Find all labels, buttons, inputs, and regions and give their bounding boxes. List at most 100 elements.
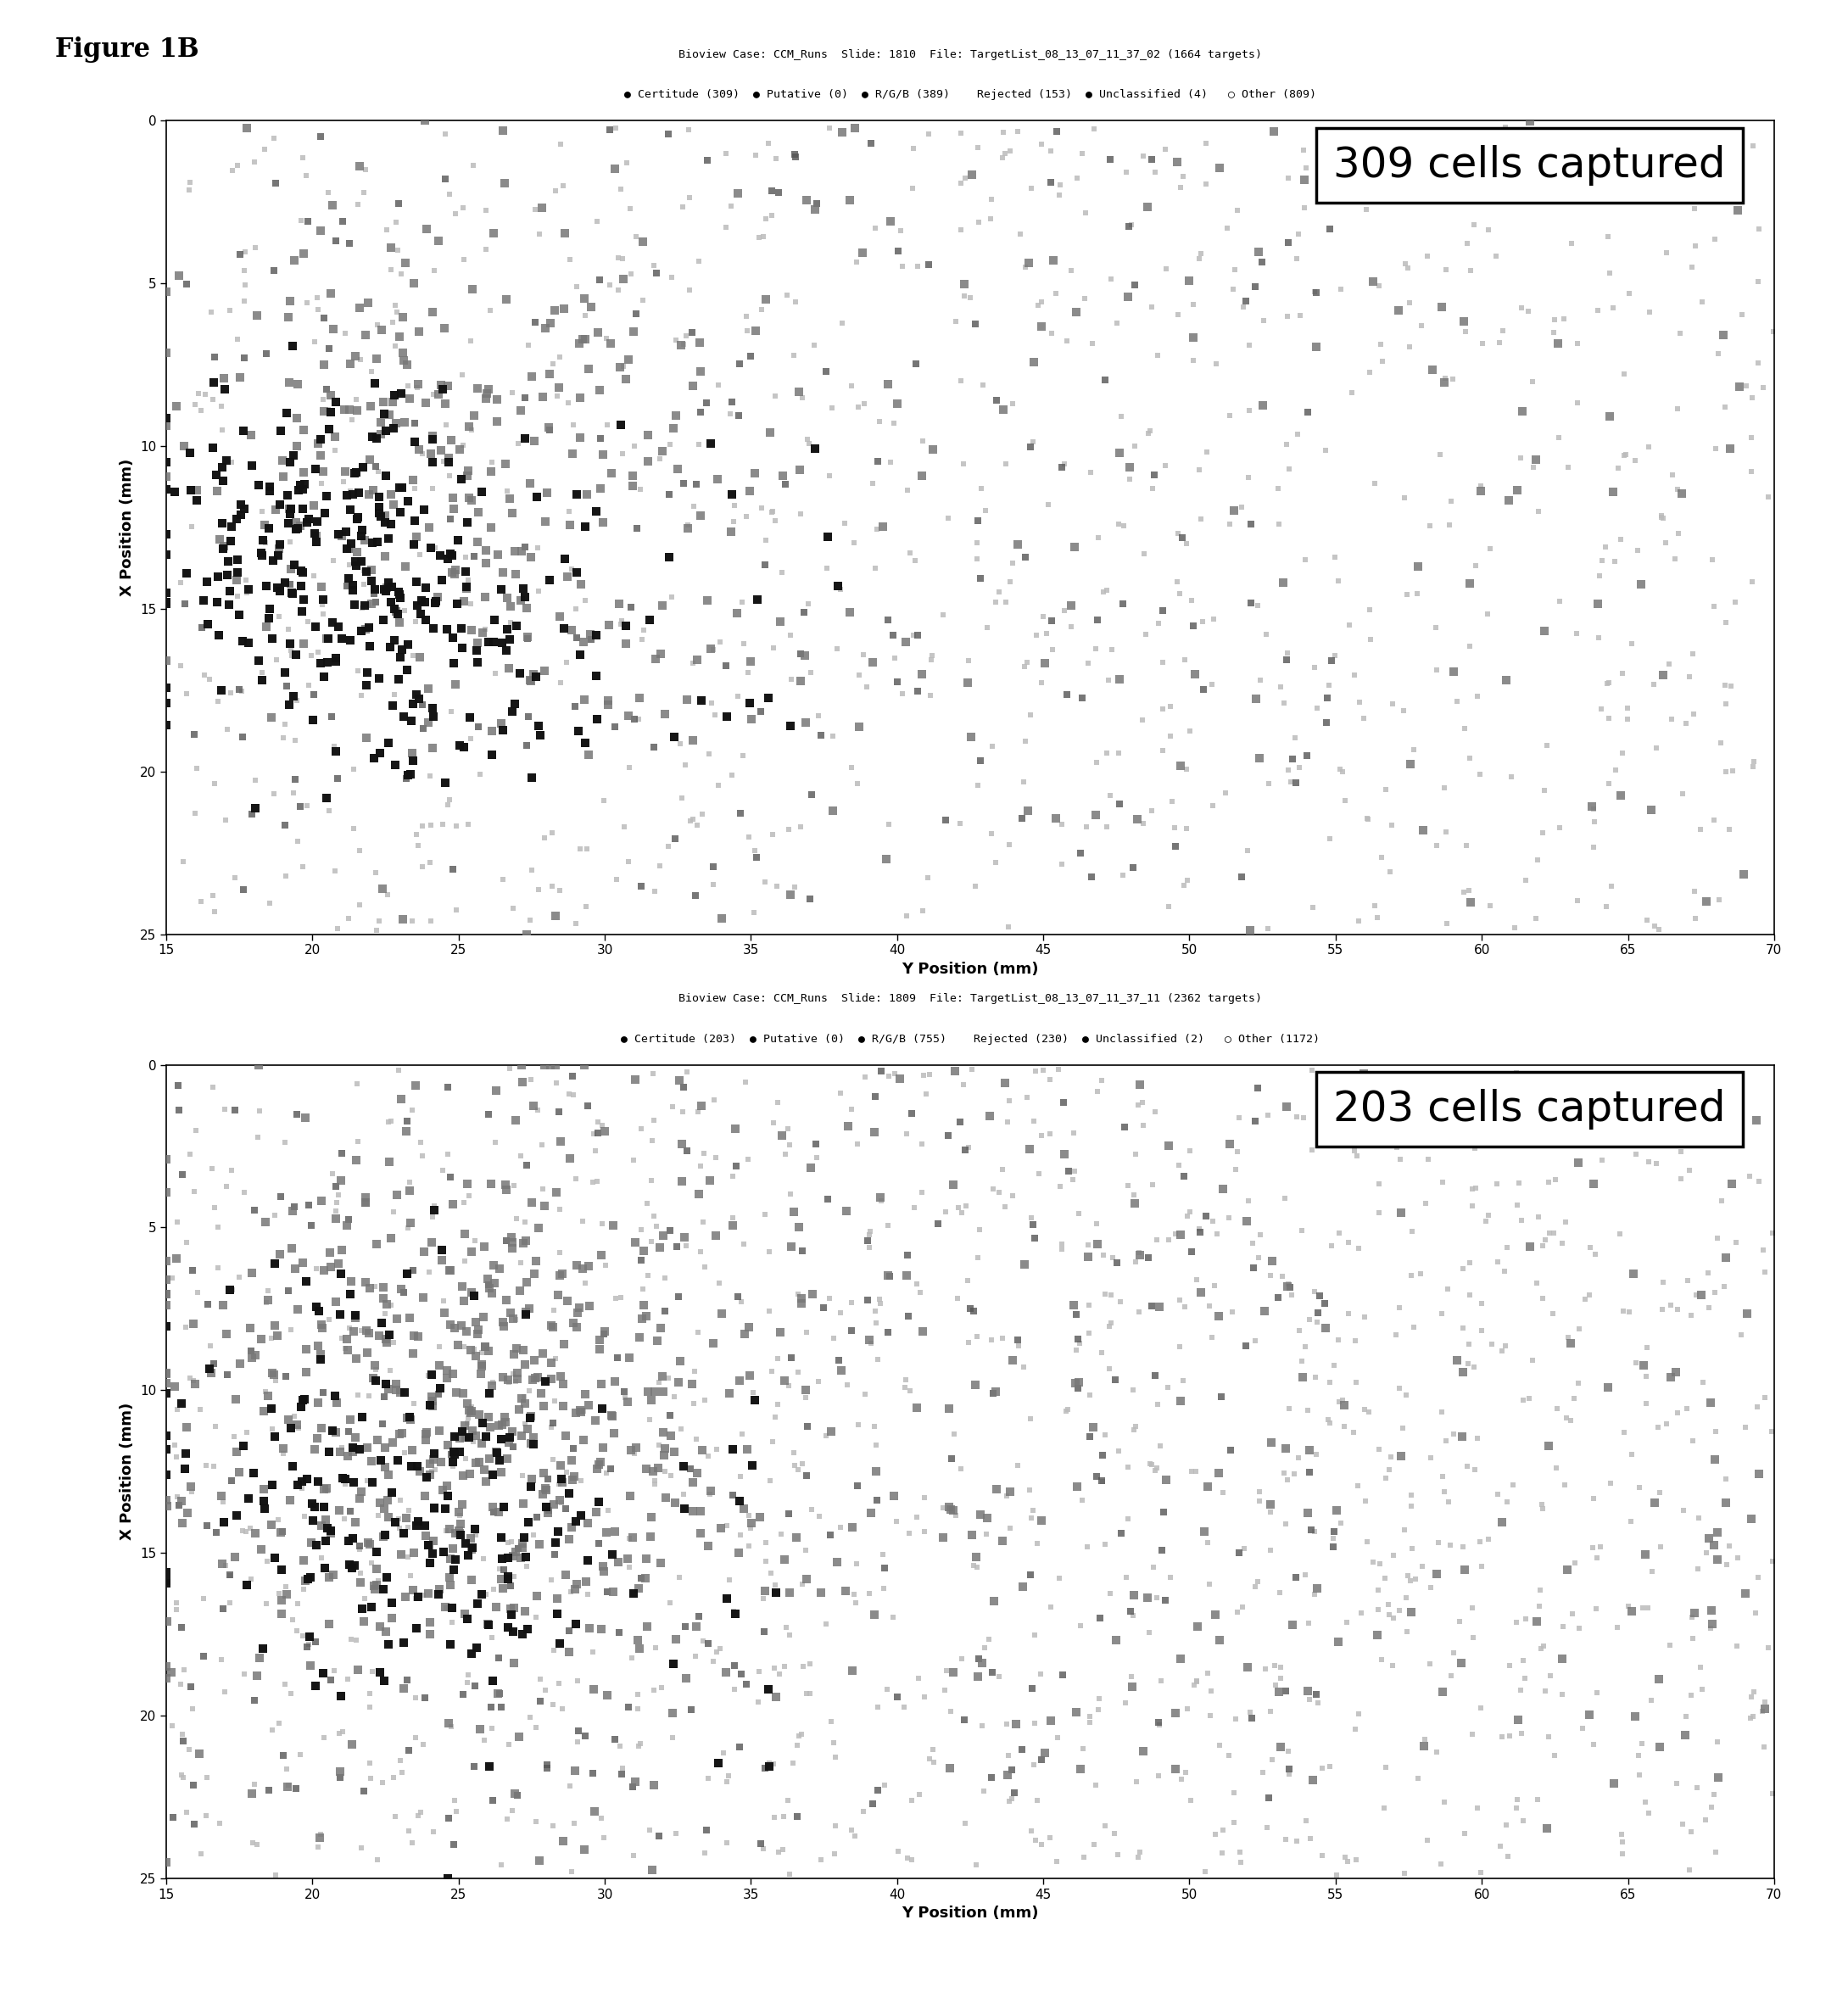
Point — [1515, 1057, 1545, 1089]
Point — [1255, 1260, 1284, 1292]
Point — [1449, 876, 1478, 908]
Point — [307, 424, 336, 456]
Point — [950, 1704, 979, 1736]
Point — [665, 727, 695, 759]
Point — [346, 544, 375, 577]
Point — [440, 1312, 469, 1344]
Point — [525, 719, 554, 751]
Point — [815, 113, 845, 145]
Point — [1271, 645, 1301, 677]
Point — [301, 520, 331, 552]
Point — [991, 1067, 1020, 1099]
Point — [1214, 400, 1244, 432]
Point — [1530, 1223, 1560, 1256]
Point — [166, 651, 196, 683]
Point — [436, 695, 466, 727]
Point — [176, 1671, 205, 1704]
Point — [277, 639, 307, 671]
Point — [418, 1455, 447, 1487]
Point — [604, 241, 634, 273]
Point — [309, 1657, 338, 1690]
Point — [604, 1730, 634, 1762]
Point — [493, 581, 523, 613]
Point — [907, 424, 937, 456]
Point — [1704, 1762, 1733, 1794]
Point — [1295, 1304, 1325, 1336]
Point — [1676, 1300, 1706, 1332]
Point — [1534, 1065, 1563, 1097]
Point — [1070, 283, 1100, 315]
Point — [841, 1587, 870, 1619]
Point — [1332, 1846, 1362, 1878]
Point — [296, 1527, 325, 1559]
Point — [1430, 362, 1460, 394]
Point — [427, 1234, 456, 1266]
Point — [475, 374, 505, 406]
Point — [902, 1392, 931, 1424]
Point — [207, 414, 237, 446]
Point — [543, 1095, 573, 1127]
Point — [477, 1366, 506, 1398]
Point — [364, 1320, 394, 1352]
Point — [591, 1250, 621, 1282]
Point — [1708, 1185, 1737, 1217]
Point — [1508, 1804, 1538, 1836]
Point — [508, 1067, 538, 1099]
Point — [610, 263, 639, 295]
Point — [1743, 1390, 1772, 1422]
Point — [257, 1714, 286, 1746]
Point — [390, 247, 419, 279]
Point — [632, 1187, 662, 1219]
Point — [274, 480, 303, 512]
Point — [650, 1432, 680, 1465]
Point — [1103, 307, 1133, 340]
Point — [541, 1175, 571, 1207]
Point — [1000, 1776, 1029, 1808]
Point — [730, 1067, 760, 1099]
Point — [272, 860, 301, 892]
Point — [987, 1153, 1016, 1185]
Point — [754, 1236, 784, 1268]
Point — [645, 1232, 675, 1264]
Point — [760, 1802, 789, 1834]
Point — [371, 1326, 401, 1358]
Point — [1268, 567, 1297, 599]
Point — [371, 1368, 401, 1400]
Point — [283, 1469, 312, 1501]
Point — [1198, 1205, 1227, 1238]
Point — [514, 1292, 543, 1324]
Point — [1525, 494, 1554, 526]
Point — [333, 1322, 362, 1354]
Point — [379, 593, 408, 625]
Point — [619, 1436, 649, 1469]
Point — [187, 394, 216, 426]
Point — [492, 1406, 521, 1438]
Point — [318, 1414, 347, 1446]
Point — [290, 1565, 320, 1597]
Point — [275, 689, 305, 721]
Point — [1007, 802, 1037, 834]
Point — [449, 731, 479, 763]
Point — [1292, 739, 1321, 771]
Point — [521, 1806, 551, 1838]
Point — [333, 1209, 362, 1242]
Point — [1120, 1579, 1149, 1611]
Point — [554, 1635, 584, 1667]
Point — [1192, 1199, 1222, 1232]
Point — [262, 643, 292, 675]
Point — [320, 1655, 349, 1688]
Point — [431, 1298, 460, 1330]
Point — [1574, 1232, 1604, 1264]
Point — [401, 1682, 431, 1714]
Point — [1138, 472, 1168, 504]
Point — [1266, 1651, 1295, 1684]
Point — [545, 129, 575, 161]
Point — [390, 1581, 419, 1613]
Point — [647, 1671, 676, 1704]
Point — [1421, 611, 1451, 643]
Point — [1077, 1410, 1107, 1442]
Point — [525, 1529, 554, 1561]
Point — [909, 1483, 939, 1515]
Point — [625, 472, 654, 504]
Point — [364, 496, 394, 528]
